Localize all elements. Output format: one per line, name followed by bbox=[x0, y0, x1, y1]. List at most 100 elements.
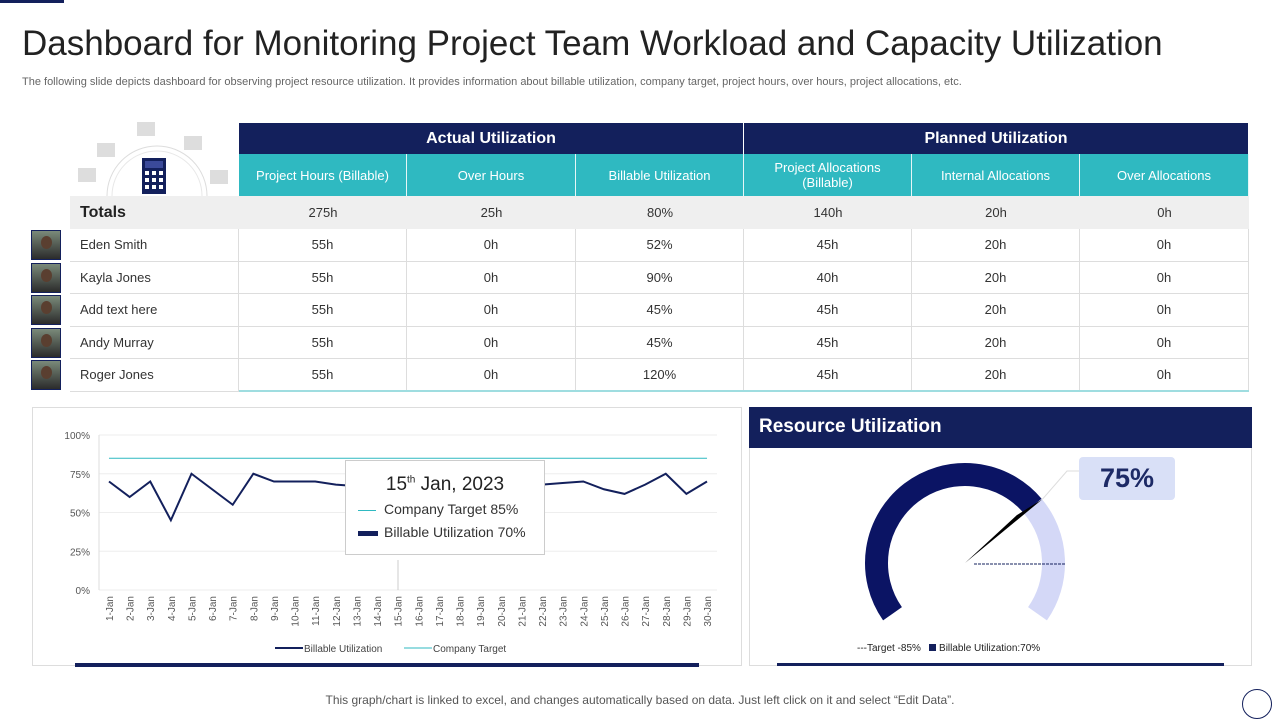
table-cell: 55h bbox=[239, 229, 407, 262]
x-tick-label: 9-Jan bbox=[270, 596, 281, 621]
table-cell: 55h bbox=[239, 261, 407, 294]
column-header: Project Hours (Billable) bbox=[239, 154, 407, 196]
x-tick-label: 4-Jan bbox=[167, 596, 178, 621]
x-tick-label: 5-Jan bbox=[187, 596, 198, 621]
x-tick-label: 1-Jan bbox=[105, 596, 116, 621]
y-tick-label: 75% bbox=[70, 470, 90, 481]
tooltip-target: Company Target 85% bbox=[384, 501, 519, 517]
column-header: Internal Allocations bbox=[912, 154, 1080, 196]
table-cell: 0h bbox=[407, 294, 576, 327]
corner-accent bbox=[0, 0, 64, 3]
x-tick-label: 23-Jan bbox=[559, 596, 570, 627]
table-cell: 55h bbox=[239, 326, 407, 359]
x-tick-label: 27-Jan bbox=[641, 596, 652, 627]
x-tick-label: 15-Jan bbox=[394, 596, 405, 627]
x-tick-label: 26-Jan bbox=[621, 596, 632, 627]
gauge-value-label: 75% bbox=[1079, 457, 1175, 500]
table-cell: 0h bbox=[1080, 359, 1249, 392]
totals-cell: 275h bbox=[239, 196, 407, 229]
x-tick-label: 14-Jan bbox=[373, 596, 384, 627]
avatar bbox=[31, 360, 61, 390]
totals-label: Totals bbox=[70, 196, 239, 229]
table-cell: 0h bbox=[407, 261, 576, 294]
x-tick-label: 24-Jan bbox=[579, 596, 590, 627]
table-cell: 20h bbox=[912, 359, 1080, 392]
gauge-title: Resource Utilization bbox=[749, 407, 1252, 448]
member-name: Roger Jones bbox=[70, 359, 239, 392]
table-cell: 0h bbox=[1080, 229, 1249, 262]
billable-square-icon bbox=[929, 644, 937, 651]
x-tick-label: 20-Jan bbox=[497, 596, 508, 627]
y-tick-label: 50% bbox=[70, 509, 90, 520]
footer-note: This graph/chart is linked to excel, and… bbox=[325, 693, 955, 707]
table-bottom-border bbox=[239, 390, 1249, 392]
member-name: Kayla Jones bbox=[70, 261, 239, 294]
x-tick-label: 22-Jan bbox=[538, 596, 549, 627]
nav-circle-button[interactable] bbox=[1242, 689, 1272, 719]
totals-cell: 0h bbox=[1080, 196, 1249, 229]
totals-cell: 20h bbox=[912, 196, 1080, 229]
group-header-actual: Actual Utilization bbox=[239, 123, 744, 154]
table-cell: 55h bbox=[239, 294, 407, 327]
table-cell: 55h bbox=[239, 359, 407, 392]
column-header: Over Allocations bbox=[1080, 154, 1249, 196]
x-tick-label: 19-Jan bbox=[476, 596, 487, 627]
table-cell: 40h bbox=[744, 261, 912, 294]
avatar bbox=[31, 295, 61, 325]
y-tick-label: 100% bbox=[64, 431, 90, 442]
table-cell: 20h bbox=[912, 326, 1080, 359]
table-cell: 20h bbox=[912, 229, 1080, 262]
table-cell: 0h bbox=[1080, 261, 1249, 294]
x-tick-label: 8-Jan bbox=[249, 596, 260, 621]
value-leader-line bbox=[1042, 470, 1079, 500]
table-cell: 0h bbox=[1080, 326, 1249, 359]
x-tick-label: 30-Jan bbox=[703, 596, 714, 627]
member-name: Add text here bbox=[70, 294, 239, 327]
x-tick-label: 25-Jan bbox=[600, 596, 611, 627]
x-tick-label: 29-Jan bbox=[682, 596, 693, 627]
table-cell: 0h bbox=[407, 326, 576, 359]
x-tick-label: 18-Jan bbox=[456, 596, 467, 627]
table-cell: 20h bbox=[912, 261, 1080, 294]
table-cell: 45% bbox=[576, 326, 744, 359]
table-cell: 0h bbox=[1080, 294, 1249, 327]
column-header: Project Allocations (Billable) bbox=[744, 154, 912, 196]
x-tick-label: 12-Jan bbox=[332, 596, 343, 627]
totals-cell: 80% bbox=[576, 196, 744, 229]
table-cell: 45h bbox=[744, 359, 912, 392]
table-cell: 45h bbox=[744, 326, 912, 359]
table-cell: 120% bbox=[576, 359, 744, 392]
billable-legend-icon bbox=[358, 530, 378, 536]
table-cell: 45h bbox=[744, 294, 912, 327]
target-legend-icon bbox=[358, 509, 376, 511]
utilization-gauge bbox=[865, 463, 1079, 621]
group-header-planned: Planned Utilization bbox=[744, 123, 1249, 154]
x-tick-label: 3-Jan bbox=[146, 596, 157, 621]
totals-cell: 25h bbox=[407, 196, 576, 229]
avatar bbox=[31, 327, 61, 358]
column-header: Billable Utilization bbox=[576, 154, 744, 196]
x-tick-label: 28-Jan bbox=[662, 596, 673, 627]
column-header: Over Hours bbox=[407, 154, 576, 196]
page-subtitle: The following slide depicts dashboard fo… bbox=[22, 76, 962, 88]
y-tick-label: 25% bbox=[70, 547, 90, 558]
gauge-accent-bar bbox=[777, 663, 1224, 666]
x-tick-label: 16-Jan bbox=[414, 596, 425, 627]
table-cell: 90% bbox=[576, 261, 744, 294]
member-name: Andy Murray bbox=[70, 326, 239, 359]
tooltip-date: 15th Jan, 2023 bbox=[385, 474, 505, 495]
gauge-legend: ---Target -85% Billable Utilization:70% bbox=[857, 643, 1040, 654]
tooltip-billable: Billable Utilization 70% bbox=[384, 524, 526, 540]
calculator-illustration bbox=[78, 122, 228, 196]
x-tick-label: 10-Jan bbox=[291, 596, 302, 627]
table-cell: 0h bbox=[407, 229, 576, 262]
totals-cell: 140h bbox=[744, 196, 912, 229]
x-tick-label: 17-Jan bbox=[435, 596, 446, 627]
table-cell: 0h bbox=[407, 359, 576, 392]
gauge-filled-arc bbox=[865, 463, 1042, 621]
y-tick-label: 0% bbox=[76, 586, 91, 597]
table-cell: 45% bbox=[576, 294, 744, 327]
legend-label: Company Target bbox=[433, 644, 506, 655]
legend-label: Billable Utilization bbox=[304, 644, 382, 655]
member-name: Eden Smith bbox=[70, 229, 239, 262]
